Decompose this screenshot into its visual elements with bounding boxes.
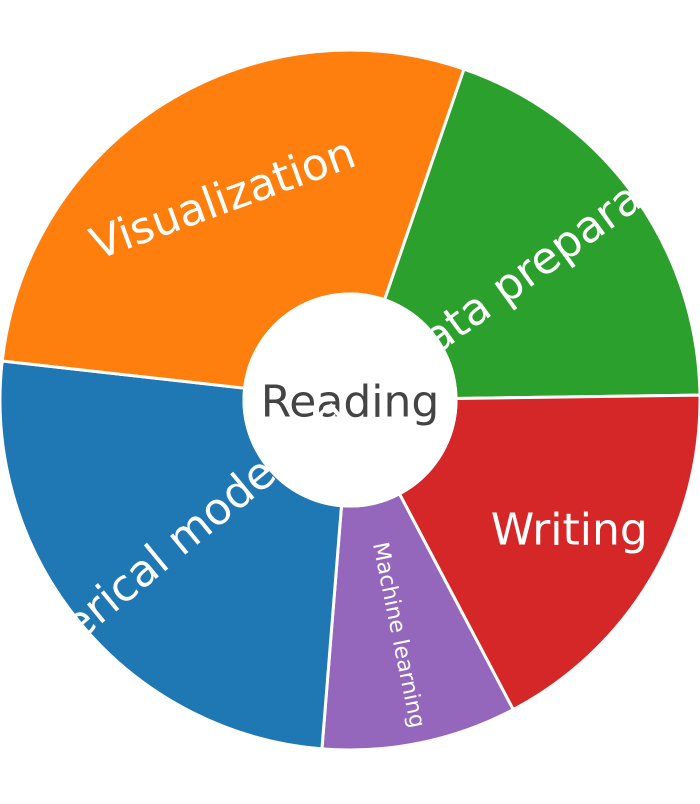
slice-label-writing: Writing: [491, 505, 648, 556]
center-disc[interactable]: [242, 292, 458, 508]
center-label: Reading: [261, 377, 440, 428]
